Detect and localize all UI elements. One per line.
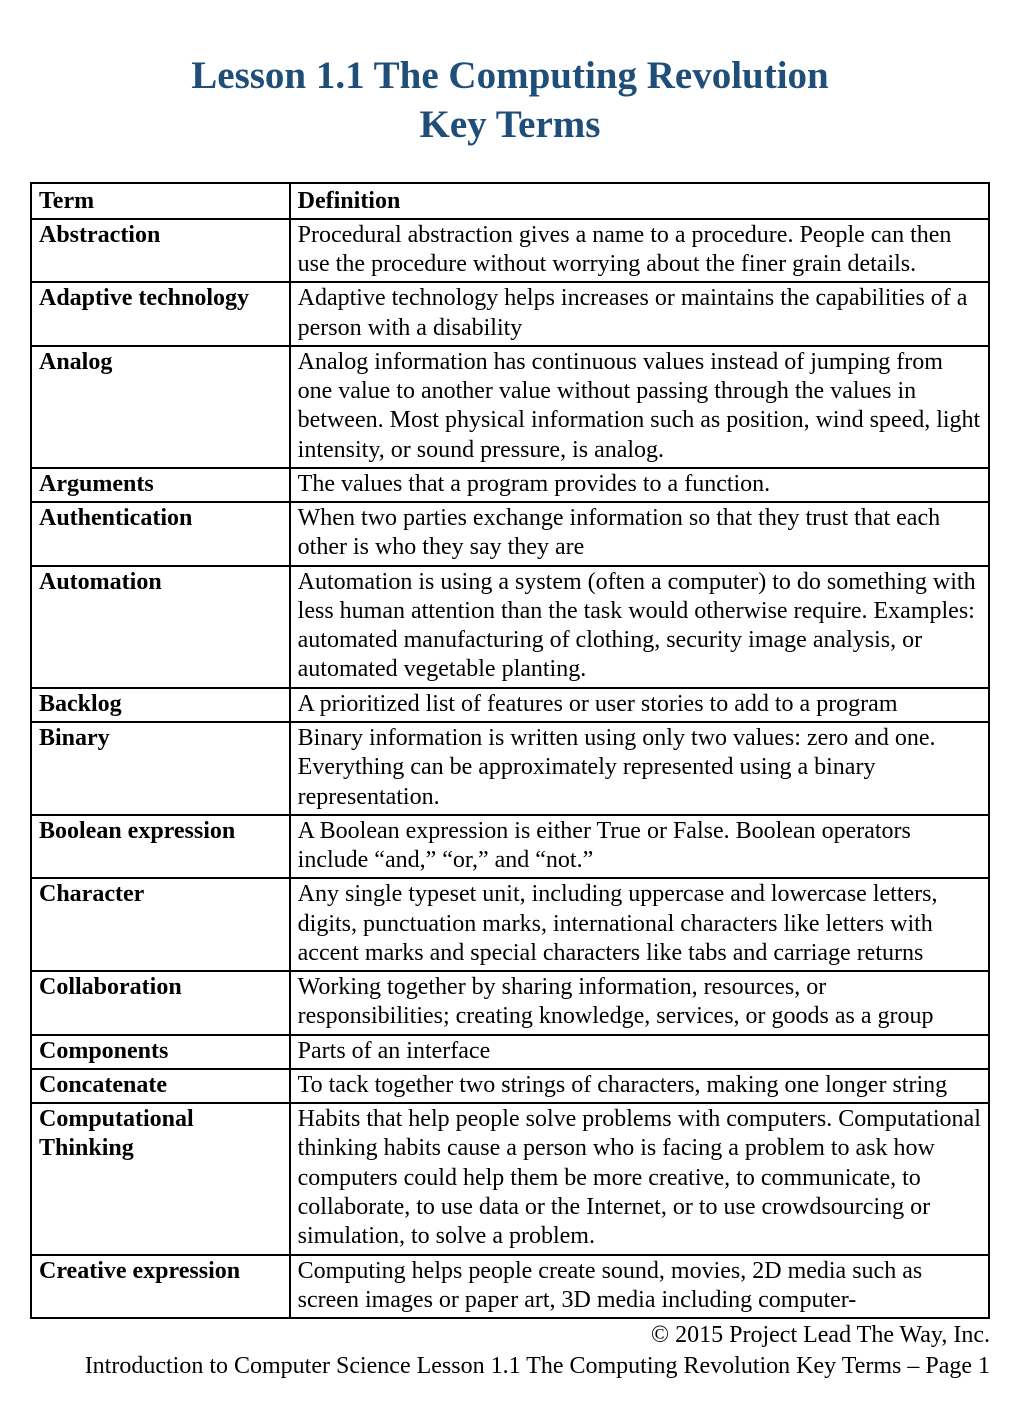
- definition-cell: Analog information has continuous values…: [290, 346, 989, 468]
- definition-cell: A Boolean expression is either True or F…: [290, 815, 989, 879]
- table-row: AnalogAnalog information has continuous …: [31, 346, 989, 468]
- term-cell: Creative expression: [31, 1255, 290, 1319]
- header-term: Term: [31, 183, 290, 219]
- page-footer: © 2015 Project Lead The Way, Inc. Introd…: [30, 1320, 990, 1382]
- term-cell: Adaptive technology: [31, 282, 290, 346]
- term-cell: Abstraction: [31, 219, 290, 283]
- table-row: Adaptive technologyAdaptive technology h…: [31, 282, 989, 346]
- table-row: CharacterAny single typeset unit, includ…: [31, 878, 989, 971]
- table-row: BacklogA prioritized list of features or…: [31, 688, 989, 722]
- term-cell: Automation: [31, 566, 290, 688]
- term-cell: Collaboration: [31, 971, 290, 1035]
- definition-cell: Habits that help people solve problems w…: [290, 1103, 989, 1254]
- definition-cell: Binary information is written using only…: [290, 722, 989, 815]
- page-title: Lesson 1.1 The Computing Revolution Key …: [30, 52, 990, 150]
- table-row: Boolean expressionA Boolean expression i…: [31, 815, 989, 879]
- term-cell: Character: [31, 878, 290, 971]
- definition-cell: Procedural abstraction gives a name to a…: [290, 219, 989, 283]
- term-cell: Computational Thinking: [31, 1103, 290, 1254]
- table-row: ComponentsParts of an interface: [31, 1035, 989, 1069]
- title-line-1: Lesson 1.1 The Computing Revolution: [191, 54, 828, 97]
- definition-cell: Working together by sharing information,…: [290, 971, 989, 1035]
- key-terms-table: Term Definition AbstractionProcedural ab…: [30, 182, 990, 1320]
- header-definition: Definition: [290, 183, 989, 219]
- definition-cell: Any single typeset unit, including upper…: [290, 878, 989, 971]
- definition-cell: When two parties exchange information so…: [290, 502, 989, 566]
- definition-cell: To tack together two strings of characte…: [290, 1069, 989, 1103]
- term-cell: Boolean expression: [31, 815, 290, 879]
- definition-cell: Automation is using a system (often a co…: [290, 566, 989, 688]
- term-cell: Arguments: [31, 468, 290, 502]
- copyright-line: © 2015 Project Lead The Way, Inc.: [30, 1320, 990, 1351]
- term-cell: Backlog: [31, 688, 290, 722]
- table-row: AbstractionProcedural abstraction gives …: [31, 219, 989, 283]
- table-row: AuthenticationWhen two parties exchange …: [31, 502, 989, 566]
- title-line-2: Key Terms: [420, 103, 601, 146]
- table-row: AutomationAutomation is using a system (…: [31, 566, 989, 688]
- term-cell: Authentication: [31, 502, 290, 566]
- term-cell: Concatenate: [31, 1069, 290, 1103]
- term-cell: Analog: [31, 346, 290, 468]
- table-row: ArgumentsThe values that a program provi…: [31, 468, 989, 502]
- definition-cell: Adaptive technology helps increases or m…: [290, 282, 989, 346]
- definition-cell: Computing helps people create sound, mov…: [290, 1255, 989, 1319]
- term-cell: Components: [31, 1035, 290, 1069]
- table-row: BinaryBinary information is written usin…: [31, 722, 989, 815]
- definition-cell: A prioritized list of features or user s…: [290, 688, 989, 722]
- footer-page-line: Introduction to Computer Science Lesson …: [30, 1351, 990, 1382]
- table-row: Computational ThinkingHabits that help p…: [31, 1103, 989, 1254]
- table-row: Creative expressionComputing helps peopl…: [31, 1255, 989, 1319]
- table-header-row: Term Definition: [31, 183, 989, 219]
- table-row: ConcatenateTo tack together two strings …: [31, 1069, 989, 1103]
- table-row: CollaborationWorking together by sharing…: [31, 971, 989, 1035]
- definition-cell: Parts of an interface: [290, 1035, 989, 1069]
- term-cell: Binary: [31, 722, 290, 815]
- definition-cell: The values that a program provides to a …: [290, 468, 989, 502]
